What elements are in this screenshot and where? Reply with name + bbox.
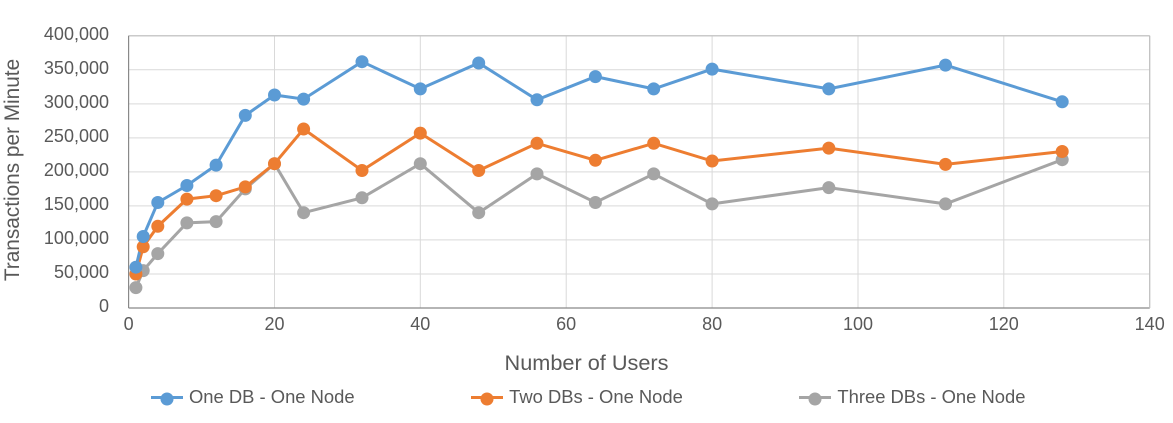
svg-text:350,000: 350,000 — [44, 58, 109, 78]
svg-text:300,000: 300,000 — [44, 92, 109, 112]
svg-text:150,000: 150,000 — [44, 194, 109, 214]
svg-text:400,000: 400,000 — [44, 24, 109, 44]
svg-text:100,000: 100,000 — [44, 228, 109, 248]
svg-text:140: 140 — [1135, 314, 1165, 334]
svg-text:40: 40 — [410, 314, 430, 334]
svg-text:60: 60 — [556, 314, 576, 334]
svg-text:20: 20 — [264, 314, 284, 334]
svg-text:0: 0 — [124, 314, 134, 334]
svg-text:80: 80 — [702, 314, 722, 334]
svg-text:100: 100 — [843, 314, 873, 334]
svg-text:0: 0 — [99, 296, 109, 316]
svg-text:50,000: 50,000 — [54, 262, 109, 282]
svg-text:250,000: 250,000 — [44, 126, 109, 146]
svg-text:200,000: 200,000 — [44, 160, 109, 180]
svg-text:120: 120 — [989, 314, 1019, 334]
